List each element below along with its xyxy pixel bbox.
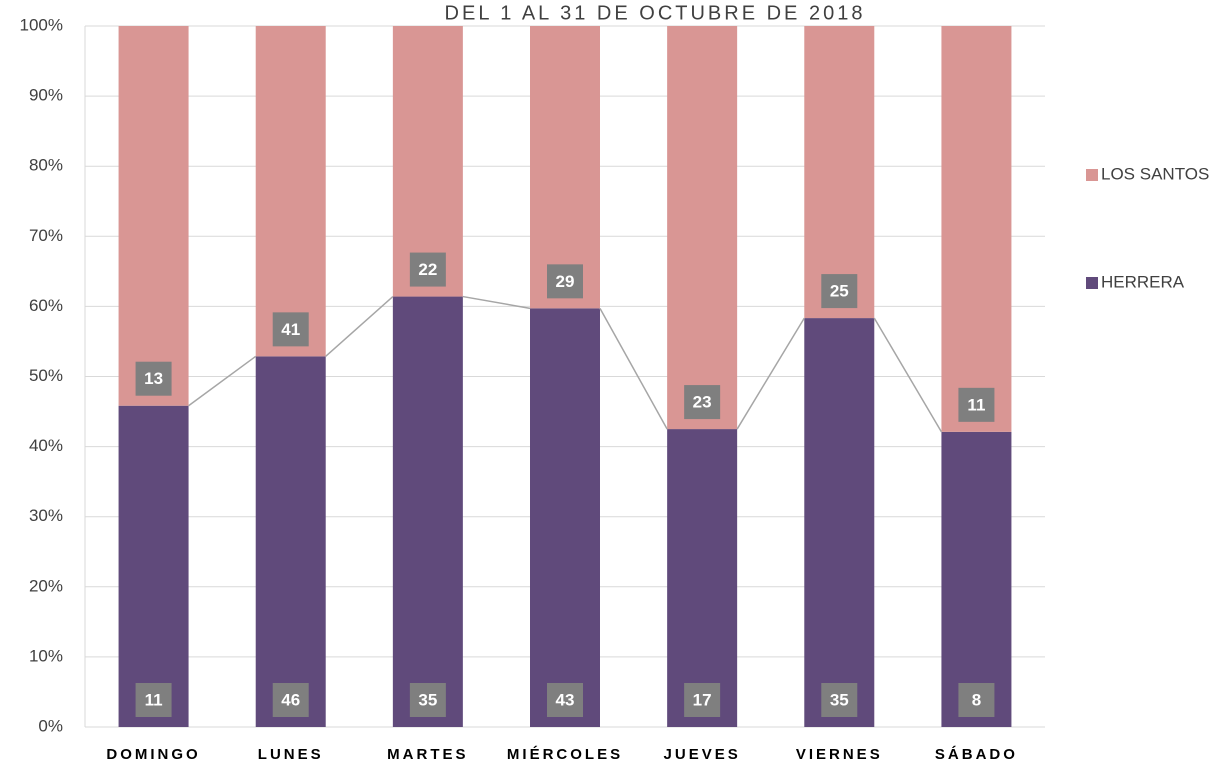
data-label: 8 — [972, 690, 981, 709]
series-line — [462, 295, 531, 310]
bar-segment — [255, 26, 326, 357]
data-label-box — [684, 385, 721, 420]
data-label: 43 — [556, 690, 575, 709]
y-tick-label: 40% — [29, 436, 63, 455]
chart-subtitle: DEL 1 AL 31 DE OCTUBRE DE 2018 — [445, 2, 866, 24]
bar-segment — [530, 26, 600, 309]
data-label-box — [409, 252, 446, 287]
y-tick-label: 100% — [20, 15, 63, 34]
bar-segment — [667, 26, 738, 430]
data-label-box — [547, 683, 583, 717]
data-label: 41 — [281, 320, 300, 339]
data-label: 25 — [830, 282, 849, 301]
series-line — [873, 317, 943, 433]
data-label: 23 — [693, 393, 712, 412]
bar-segment — [530, 308, 600, 727]
data-label: 11 — [145, 690, 163, 709]
data-label-box — [547, 264, 583, 299]
x-tick-label: MARTES — [387, 746, 468, 763]
series-line — [599, 307, 668, 430]
x-tick-label: DOMINGO — [106, 746, 200, 763]
bar-segment — [941, 26, 1012, 432]
data-label: 29 — [556, 272, 575, 291]
x-tick-label: VIERNES — [796, 746, 883, 763]
series-line — [736, 317, 805, 430]
y-tick-label: 70% — [29, 226, 63, 245]
data-label-box — [958, 387, 995, 422]
x-tick-label: LUNES — [258, 746, 324, 763]
data-label: 11 — [967, 395, 985, 414]
data-label: 22 — [418, 260, 437, 279]
series-line — [325, 296, 394, 357]
y-tick-label: 60% — [29, 296, 63, 315]
data-label: 46 — [281, 690, 300, 709]
data-label: 35 — [418, 690, 437, 709]
data-label-box — [684, 683, 721, 717]
data-label-box — [409, 683, 446, 717]
y-tick-label: 20% — [29, 576, 63, 595]
data-label: 13 — [144, 369, 163, 388]
data-label: 35 — [830, 690, 849, 709]
y-tick-label: 50% — [29, 366, 63, 385]
legend-label: LOS SANTOS — [1101, 164, 1209, 183]
data-label-box — [272, 312, 309, 347]
y-tick-label: 80% — [29, 156, 63, 175]
bar-segment — [118, 26, 189, 406]
legend-swatch — [1086, 169, 1098, 181]
data-label: 17 — [693, 690, 712, 709]
bar-segment — [392, 26, 463, 297]
data-label-box — [135, 683, 172, 717]
y-tick-label: 10% — [29, 646, 63, 665]
bar-segment — [804, 26, 875, 319]
x-tick-label: MIÉRCOLES — [507, 746, 623, 763]
bar-segment — [255, 356, 326, 727]
series-line — [188, 355, 257, 407]
legend-swatch — [1086, 277, 1098, 289]
bar-segment — [392, 296, 463, 727]
data-label-box — [821, 274, 858, 309]
y-tick-label: 30% — [29, 506, 63, 525]
x-tick-label: JUEVES — [664, 746, 741, 763]
data-label-box — [135, 361, 172, 396]
bar-segment — [118, 405, 189, 727]
data-label-box — [272, 683, 309, 717]
legend-label: HERRERA — [1101, 272, 1185, 291]
y-tick-label: 0% — [38, 716, 63, 735]
data-label-box — [958, 683, 995, 717]
bar-segment — [667, 429, 738, 727]
data-label-box — [821, 683, 858, 717]
x-tick-label: SÁBADO — [935, 746, 1018, 763]
bar-segment — [941, 431, 1012, 727]
bar-segment — [804, 318, 875, 727]
y-tick-label: 90% — [29, 86, 63, 105]
